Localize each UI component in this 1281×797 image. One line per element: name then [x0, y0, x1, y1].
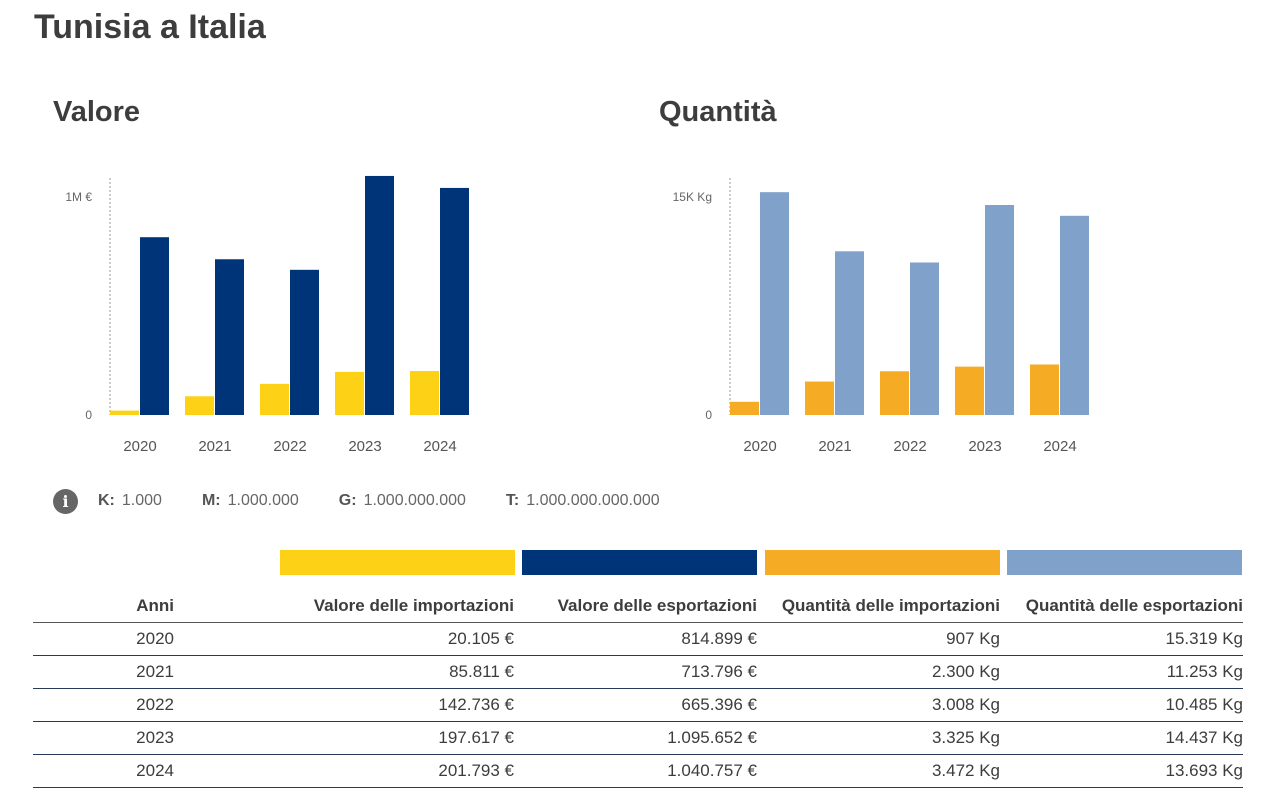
x-tick-label: 2024 — [423, 438, 456, 455]
cell-export-qty: 10.485 Kg — [1000, 688, 1243, 722]
cell-import-value: 197.617 € — [174, 721, 514, 755]
swatch-export-qty — [1007, 550, 1242, 575]
bar-import-value[interactable] — [260, 383, 289, 415]
x-tick-label: 2023 — [348, 438, 381, 455]
bar-import-qty[interactable] — [880, 371, 909, 415]
bar-import-value[interactable] — [410, 370, 439, 415]
cell-import-value: 201.793 € — [174, 754, 514, 788]
cell-export-value: 665.396 € — [514, 688, 757, 722]
x-tick-label: 2020 — [123, 438, 156, 455]
bar-import-qty[interactable] — [805, 381, 834, 415]
cell-year: 2021 — [33, 655, 174, 689]
x-tick-label: 2023 — [968, 438, 1001, 455]
cell-import-qty: 2.300 Kg — [757, 655, 1000, 689]
bar-export-value[interactable] — [290, 269, 319, 415]
swatch-import-qty — [765, 550, 1000, 575]
table-header-row: Anni Valore delle importazioni Valore de… — [33, 590, 1243, 623]
bar-import-value[interactable] — [110, 410, 139, 415]
bar-export-qty[interactable] — [760, 192, 789, 415]
cell-import-value: 142.736 € — [174, 688, 514, 722]
header-quantita-esportazioni: Quantità delle esportazioni — [1000, 590, 1243, 623]
table-row: 2020 20.105 € 814.899 € 907 Kg 15.319 Kg — [33, 622, 1243, 656]
unit-g: G: 1.000.000.000 — [338, 492, 466, 509]
bar-export-qty[interactable] — [835, 251, 864, 415]
cell-import-value: 20.105 € — [174, 622, 514, 656]
cell-year: 2024 — [33, 754, 174, 788]
bar-export-value[interactable] — [140, 237, 169, 415]
unit-t: T: 1.000.000.000.000 — [505, 492, 660, 509]
bar-import-value[interactable] — [335, 371, 364, 415]
cell-export-qty: 14.437 Kg — [1000, 721, 1243, 755]
header-valore-importazioni: Valore delle importazioni — [174, 590, 514, 623]
cell-export-qty: 15.319 Kg — [1000, 622, 1243, 656]
cell-export-value: 814.899 € — [514, 622, 757, 656]
x-tick-label: 2022 — [893, 438, 926, 455]
table-row: 2023 197.617 € 1.095.652 € 3.325 Kg 14.4… — [33, 721, 1243, 755]
unit-m: M: 1.000.000 — [201, 492, 299, 509]
cell-import-qty: 3.008 Kg — [757, 688, 1000, 722]
bar-import-value[interactable] — [185, 396, 214, 415]
bar-export-qty[interactable] — [985, 205, 1014, 415]
cell-year: 2022 — [33, 688, 174, 722]
x-tick-label: 2021 — [818, 438, 851, 455]
cell-import-value: 85.811 € — [174, 655, 514, 689]
cell-import-qty: 3.472 Kg — [757, 754, 1000, 788]
cell-import-qty: 907 Kg — [757, 622, 1000, 656]
x-tick-label: 2024 — [1043, 438, 1076, 455]
bar-import-qty[interactable] — [730, 401, 759, 415]
page-title: Tunisia a Italia — [34, 8, 266, 46]
chart-title-valore: Valore — [53, 96, 141, 128]
cell-export-qty: 11.253 Kg — [1000, 655, 1243, 689]
cell-export-qty: 13.693 Kg — [1000, 754, 1243, 788]
bar-export-value[interactable] — [440, 187, 469, 415]
y-tick-label: 1M € — [65, 190, 92, 204]
info-icon[interactable]: i — [53, 488, 78, 514]
cell-export-value: 1.040.757 € — [514, 754, 757, 788]
chart-title-quantita: Quantità — [659, 96, 777, 128]
swatch-export-value — [522, 550, 757, 575]
header-valore-esportazioni: Valore delle esportazioni — [514, 590, 757, 623]
unit-k: K: 1.000 — [98, 492, 162, 509]
valore-chart: 0 1M € 2020 2021 2022 2023 2024 — [65, 175, 469, 455]
x-tick-label: 2021 — [198, 438, 231, 455]
header-anni: Anni — [33, 590, 174, 623]
quantita-chart: 0 15K Kg 2020 2021 2022 2023 2024 — [673, 178, 1089, 455]
y-tick-label: 0 — [85, 408, 92, 422]
bar-export-qty[interactable] — [910, 262, 939, 415]
table-row: 2021 85.811 € 713.796 € 2.300 Kg 11.253 … — [33, 655, 1243, 689]
units-legend: i K: 1.000 M: 1.000.000 G: 1.000.000.000 T:… — [53, 488, 700, 514]
swatch-import-value — [280, 550, 515, 575]
data-table: Anni Valore delle importazioni Valore de… — [33, 590, 1243, 788]
bar-export-qty[interactable] — [1060, 215, 1089, 415]
cell-export-value: 1.095.652 € — [514, 721, 757, 755]
table-row: 2024 201.793 € 1.040.757 € 3.472 Kg 13.6… — [33, 754, 1243, 788]
bar-import-qty[interactable] — [1030, 364, 1059, 415]
table-row: 2022 142.736 € 665.396 € 3.008 Kg 10.485… — [33, 688, 1243, 722]
y-tick-label: 15K Kg — [673, 190, 712, 204]
header-quantita-importazioni: Quantità delle importazioni — [757, 590, 1000, 623]
bar-import-qty[interactable] — [955, 366, 984, 415]
x-tick-label: 2020 — [743, 438, 776, 455]
y-tick-label: 0 — [705, 408, 712, 422]
cell-year: 2020 — [33, 622, 174, 656]
bar-export-value[interactable] — [215, 259, 244, 415]
cell-export-value: 713.796 € — [514, 655, 757, 689]
cell-import-qty: 3.325 Kg — [757, 721, 1000, 755]
cell-year: 2023 — [33, 721, 174, 755]
x-tick-label: 2022 — [273, 438, 306, 455]
bar-export-value[interactable] — [365, 175, 394, 415]
